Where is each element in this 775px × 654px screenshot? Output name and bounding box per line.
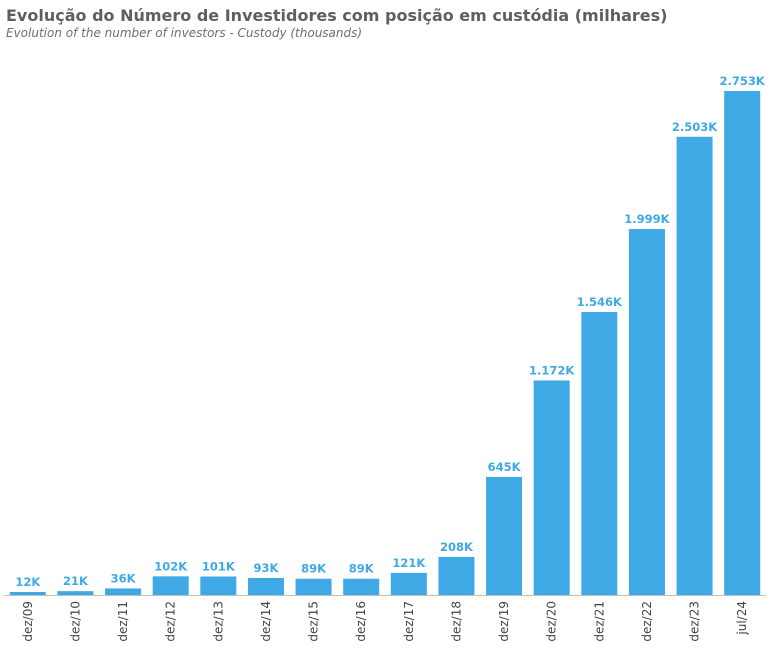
- x-tick-label-dez/10: dez/10: [68, 601, 82, 642]
- x-tick-label-dez/17: dez/17: [402, 601, 416, 642]
- x-tick-label-dez/22: dez/22: [640, 601, 654, 642]
- data-label-dez/11: 36K: [111, 571, 137, 585]
- x-tick-label-dez/13: dez/13: [211, 601, 225, 642]
- x-tick-label-dez/16: dez/16: [354, 601, 368, 642]
- bar-dez/19: [486, 476, 523, 595]
- bar-dez/21: [581, 311, 618, 595]
- x-tick-label-jul/24: jul/24: [735, 601, 749, 636]
- x-tick-label-dez/12: dez/12: [164, 601, 178, 642]
- bar-dez/12: [152, 576, 189, 595]
- data-label-dez/10: 21K: [63, 574, 89, 588]
- data-label-dez/21: 1.546K: [577, 295, 623, 309]
- data-label-dez/12: 102K: [154, 559, 188, 573]
- bar-dez/15: [295, 578, 332, 595]
- x-tick-label-dez/15: dez/15: [307, 601, 321, 642]
- x-tick-label-dez/19: dez/19: [497, 601, 511, 642]
- bar-dez/11: [105, 588, 142, 595]
- bar-dez/20: [533, 380, 570, 595]
- x-tick-label-dez/14: dez/14: [259, 601, 273, 642]
- bar-jul/24: [724, 91, 761, 595]
- bar-dez/13: [200, 576, 237, 595]
- bar-dez/16: [343, 578, 380, 595]
- x-tick-label-dez/09: dez/09: [21, 601, 35, 642]
- x-tick-label-dez/11: dez/11: [116, 601, 130, 642]
- data-label-dez/20: 1.172K: [529, 363, 575, 377]
- data-label-dez/18: 208K: [440, 540, 474, 554]
- data-label-dez/17: 121K: [392, 556, 426, 570]
- bar-dez/09: [9, 592, 46, 595]
- data-label-dez/09: 12K: [15, 575, 41, 589]
- x-tick-label-dez/23: dez/23: [688, 601, 702, 642]
- bar-dez/22: [628, 229, 665, 596]
- x-tick-label-dez/18: dez/18: [449, 601, 463, 642]
- data-label-dez/22: 1.999K: [624, 212, 670, 226]
- data-label-jul/24: 2.753K: [720, 74, 766, 88]
- chart-subtitle: Evolution of the number of investors - C…: [6, 26, 363, 40]
- data-label-dez/23: 2.503K: [672, 120, 718, 134]
- data-label-dez/19: 645K: [488, 460, 522, 474]
- chart-title: Evolução do Número de Investidores com p…: [6, 6, 668, 25]
- bar-dez/18: [438, 556, 475, 595]
- bar-dez/10: [57, 591, 94, 595]
- data-label-dez/14: 93K: [253, 561, 279, 575]
- x-tick-label-dez/20: dez/20: [545, 601, 559, 642]
- bar-dez/14: [247, 577, 284, 595]
- bar-dez/23: [676, 136, 713, 595]
- data-label-dez/15: 89K: [301, 562, 327, 576]
- bar-dez/17: [390, 572, 427, 595]
- x-tick-label-dez/21: dez/21: [592, 601, 606, 642]
- data-label-dez/13: 101K: [202, 560, 236, 574]
- data-label-dez/16: 89K: [349, 562, 375, 576]
